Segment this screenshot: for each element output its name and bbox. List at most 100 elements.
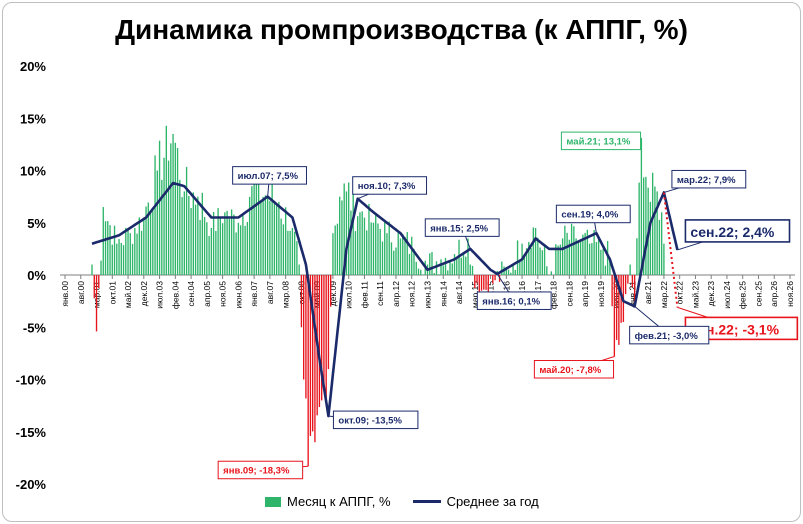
- monthly-bar: [370, 222, 372, 275]
- monthly-bar: [91, 264, 93, 275]
- monthly-bar: [395, 247, 397, 275]
- x-tick-label: дек.23: [706, 281, 716, 306]
- monthly-bar: [519, 261, 521, 275]
- monthly-bar: [397, 231, 399, 275]
- annotation-box: [560, 131, 642, 151]
- x-tick-label: июн.13: [423, 281, 433, 309]
- monthly-bar: [334, 225, 336, 275]
- monthly-bar: [582, 234, 584, 275]
- monthly-bar: [147, 202, 149, 275]
- monthly-bar: [372, 222, 375, 275]
- monthly-bar: [339, 196, 341, 275]
- monthly-bar: [93, 275, 95, 299]
- x-tick-label: янв.21: [627, 281, 637, 307]
- monthly-bar: [422, 274, 424, 275]
- monthly-bar: [618, 275, 620, 345]
- monthly-bar: [534, 227, 537, 275]
- x-tick-label: июл.24: [722, 281, 732, 309]
- legend-item-monthly: Месяц к АППГ, %: [265, 494, 391, 509]
- monthly-bar: [478, 275, 480, 298]
- monthly-bar: [408, 253, 411, 275]
- legend-swatch-average: [412, 500, 441, 503]
- monthly-bar: [260, 201, 262, 275]
- monthly-bar: [658, 219, 661, 275]
- monthly-bar: [483, 275, 485, 290]
- monthly-bar: [255, 181, 258, 275]
- monthly-bar: [343, 183, 345, 275]
- monthly-bar: [143, 217, 145, 275]
- monthly-bar: [237, 222, 240, 275]
- monthly-bar: [145, 206, 147, 275]
- monthly-bar: [449, 260, 451, 275]
- monthly-bar: [361, 211, 363, 275]
- x-tick-label: фев.04: [170, 281, 180, 309]
- monthly-bar: [332, 233, 334, 275]
- monthly-bar: [116, 243, 118, 275]
- monthly-bar: [134, 228, 136, 275]
- monthly-bar: [203, 216, 206, 275]
- x-tick-label: фев.25: [738, 281, 748, 309]
- monthly-bar: [246, 222, 249, 275]
- monthly-bar: [575, 238, 577, 275]
- monthly-bar: [314, 275, 316, 443]
- monthly-bar: [492, 275, 494, 284]
- monthly-bar: [390, 242, 393, 275]
- monthly-bar: [438, 274, 440, 275]
- monthly-bar: [631, 275, 634, 288]
- annotation-box: [684, 219, 791, 243]
- monthly-bar: [201, 192, 204, 275]
- monthly-bar: [417, 268, 420, 275]
- monthly-bar: [579, 240, 582, 275]
- average-line: [91, 181, 679, 418]
- x-tick-label: дек.09: [328, 281, 338, 306]
- monthly-bar: [476, 275, 478, 284]
- monthly-bar: [431, 252, 433, 275]
- monthly-bar: [125, 227, 127, 275]
- annotation-box: [352, 176, 428, 195]
- monthly-bar: [420, 269, 422, 275]
- annotation-label: ноя.10; 7,3%: [358, 181, 416, 192]
- monthly-bar: [354, 231, 357, 275]
- monthly-bar: [359, 212, 361, 275]
- monthly-bar: [629, 264, 631, 275]
- monthly-bar: [224, 212, 226, 275]
- monthly-bar: [489, 275, 492, 276]
- monthly-bar: [275, 203, 278, 275]
- monthly-bar: [228, 218, 231, 275]
- monthly-bar: [456, 257, 458, 275]
- monthly-bar: [221, 223, 224, 275]
- monthly-bar: [573, 226, 575, 275]
- forecast-line: [662, 192, 679, 308]
- x-tick-label: авг.07: [265, 281, 275, 304]
- monthly-bar: [404, 236, 406, 275]
- x-tick-label: дек.02: [139, 281, 149, 306]
- annotation-label: янв.16; 0,1%: [482, 296, 540, 307]
- monthly-bar: [327, 275, 330, 370]
- x-tick-label: апр.19: [580, 281, 590, 307]
- monthly-bar: [384, 222, 386, 275]
- monthly-bar: [597, 236, 600, 275]
- monthly-bar: [336, 223, 339, 275]
- monthly-bar: [113, 225, 116, 275]
- monthly-bar: [109, 225, 111, 275]
- monthly-bar: [293, 231, 296, 275]
- monthly-bar: [467, 238, 469, 275]
- monthly-bar: [226, 210, 228, 275]
- monthly-bar: [564, 225, 566, 275]
- monthly-bar: [532, 227, 534, 275]
- monthly-bar: [161, 179, 163, 275]
- monthly-bar: [176, 147, 179, 275]
- annotation-box: [533, 360, 615, 379]
- monthly-bar: [280, 218, 282, 275]
- monthly-bar: [158, 140, 161, 275]
- monthly-bar: [453, 254, 456, 275]
- monthly-bar: [471, 265, 474, 275]
- legend-item-average: Среднее за год: [412, 494, 539, 509]
- monthly-bar: [300, 275, 303, 328]
- monthly-bar: [149, 210, 152, 275]
- monthly-bar: [239, 225, 242, 275]
- monthly-bar: [136, 233, 138, 275]
- monthly-bar: [262, 196, 264, 275]
- annotation-box: [424, 218, 500, 237]
- x-tick-label: апр.26: [769, 281, 779, 307]
